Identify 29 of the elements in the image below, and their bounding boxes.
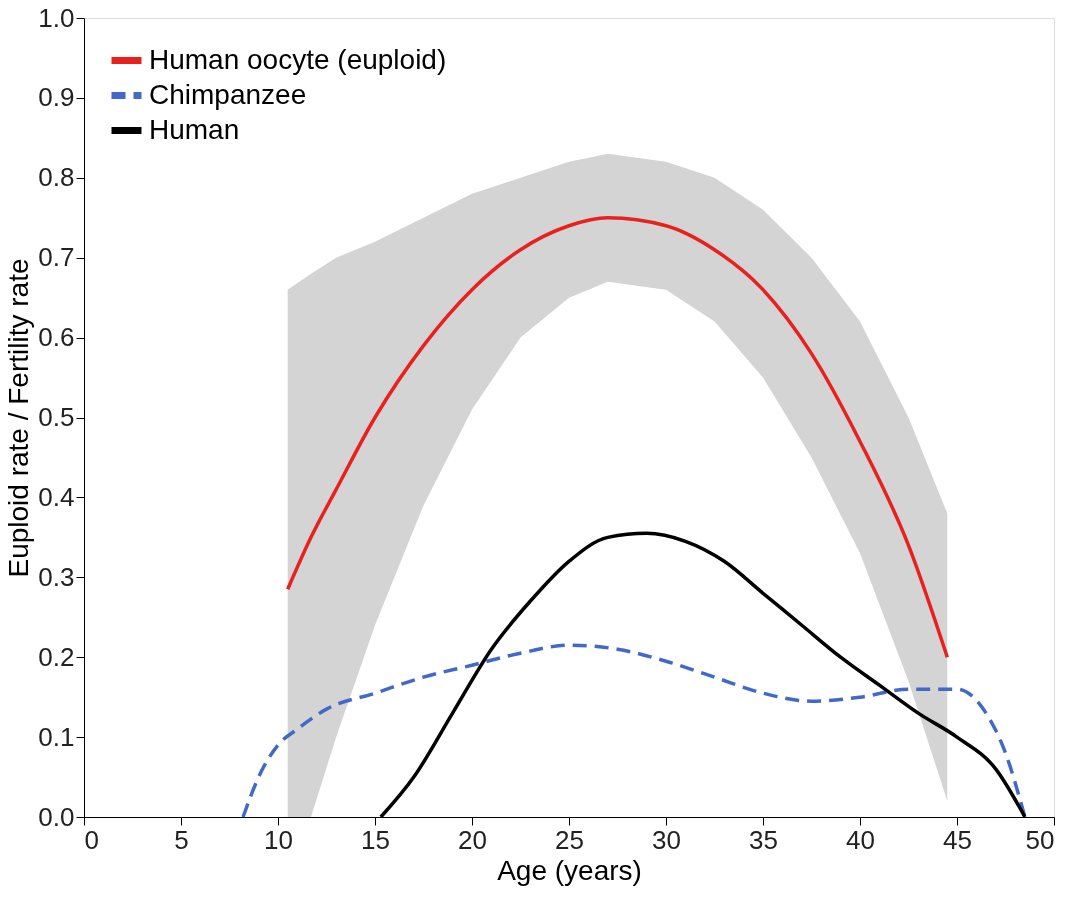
- legend-label: Chimpanzee: [149, 78, 307, 110]
- y-tick-label: 0.8: [38, 162, 75, 193]
- y-axis-title: Euploid rate / Fertility rate: [3, 258, 35, 578]
- line-series: [285, 216, 950, 659]
- y-tick-label: 0.2: [38, 641, 75, 672]
- x-tick-label: 35: [749, 824, 778, 855]
- x-tick-label: 0: [84, 824, 99, 855]
- y-tick-label: 0.6: [38, 322, 75, 353]
- legend-label: Human: [149, 113, 240, 145]
- y-tick-label: 0.0: [38, 801, 75, 832]
- x-tick-label: 50: [1025, 824, 1055, 855]
- y-tick-label: 0.4: [38, 481, 75, 512]
- y-tick-label: 0.3: [38, 561, 75, 592]
- x-tick-label: 45: [943, 824, 972, 855]
- x-tick-label: 25: [555, 824, 584, 855]
- x-tick-label: 20: [458, 824, 487, 855]
- y-tick-label: 0.5: [38, 402, 75, 432]
- legend-label: Human oocyte (euploid): [149, 43, 447, 75]
- y-tick-label: 0.1: [38, 721, 75, 752]
- x-axis-title: Age (years): [497, 854, 642, 886]
- y-tick-label: 0.9: [38, 82, 75, 113]
- line-series: [241, 643, 1027, 819]
- x-tick-label: 15: [361, 824, 390, 855]
- x-tick-label: 40: [846, 824, 875, 855]
- y-tick-label: 1.0: [38, 2, 75, 33]
- x-tick-label: 5: [174, 824, 189, 855]
- y-tick-label: 0.7: [38, 242, 75, 273]
- x-tick-label: 30: [652, 824, 681, 855]
- x-tick-label: 10: [264, 824, 293, 855]
